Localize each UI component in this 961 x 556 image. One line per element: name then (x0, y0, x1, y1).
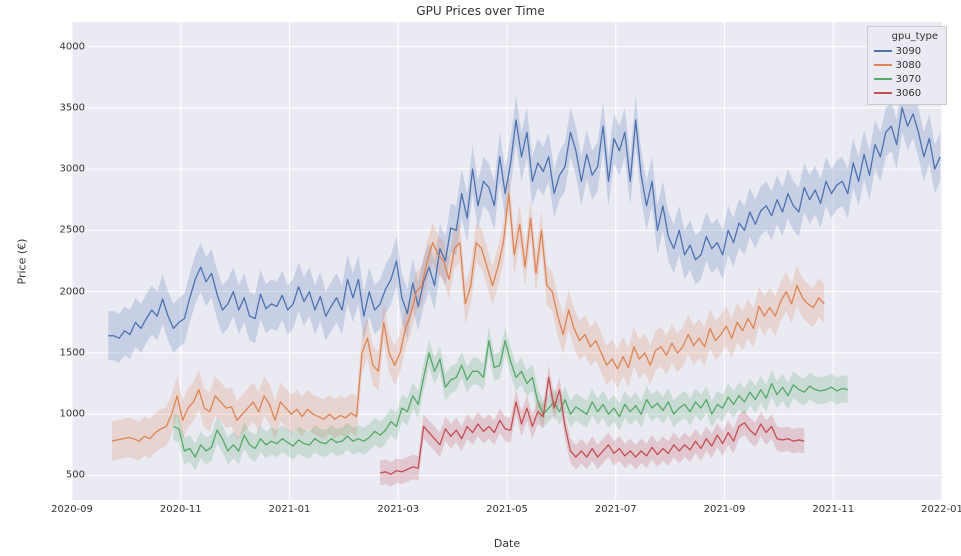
chart-title: GPU Prices over Time (0, 4, 961, 18)
legend-swatch (874, 50, 892, 52)
y-tick-label: 500 (25, 470, 85, 481)
y-tick-label: 1500 (25, 347, 85, 358)
legend-swatch (874, 92, 892, 94)
x-tick-label: 2020-11 (160, 504, 202, 515)
legend-title: gpu_type (874, 31, 938, 42)
x-tick-label: 2021-05 (486, 504, 528, 515)
legend: gpu_type 3090 3080 3070 3060 (867, 26, 947, 105)
legend-swatch (874, 64, 892, 66)
x-tick-label: 2021-01 (269, 504, 311, 515)
chart-container: GPU Prices over Time Price (€) Date 500 1… (0, 0, 961, 556)
x-tick-label: 2021-09 (704, 504, 746, 515)
x-axis-label: Date (72, 537, 942, 550)
y-tick-label: 4000 (25, 41, 85, 52)
plot-area (72, 22, 942, 500)
legend-swatch (874, 78, 892, 80)
legend-item-3070: 3070 (874, 72, 938, 86)
legend-item-3080: 3080 (874, 58, 938, 72)
legend-item-3090: 3090 (874, 44, 938, 58)
y-axis-label: Price (€) (12, 22, 32, 500)
plot-svg (72, 22, 942, 500)
legend-label: 3090 (896, 46, 921, 57)
legend-label: 3060 (896, 88, 921, 99)
legend-label: 3080 (896, 60, 921, 71)
y-tick-label: 3500 (25, 102, 85, 113)
x-tick-label: 2021-11 (812, 504, 854, 515)
x-tick-label: 2021-03 (377, 504, 419, 515)
y-tick-label: 3000 (25, 164, 85, 175)
y-tick-label: 1000 (25, 409, 85, 420)
y-tick-label: 2000 (25, 286, 85, 297)
y-tick-label: 2500 (25, 225, 85, 236)
x-tick-label: 2022-01 (921, 504, 961, 515)
x-tick-label: 2020-09 (51, 504, 93, 515)
legend-label: 3070 (896, 74, 921, 85)
x-tick-label: 2021-07 (595, 504, 637, 515)
legend-item-3060: 3060 (874, 86, 938, 100)
